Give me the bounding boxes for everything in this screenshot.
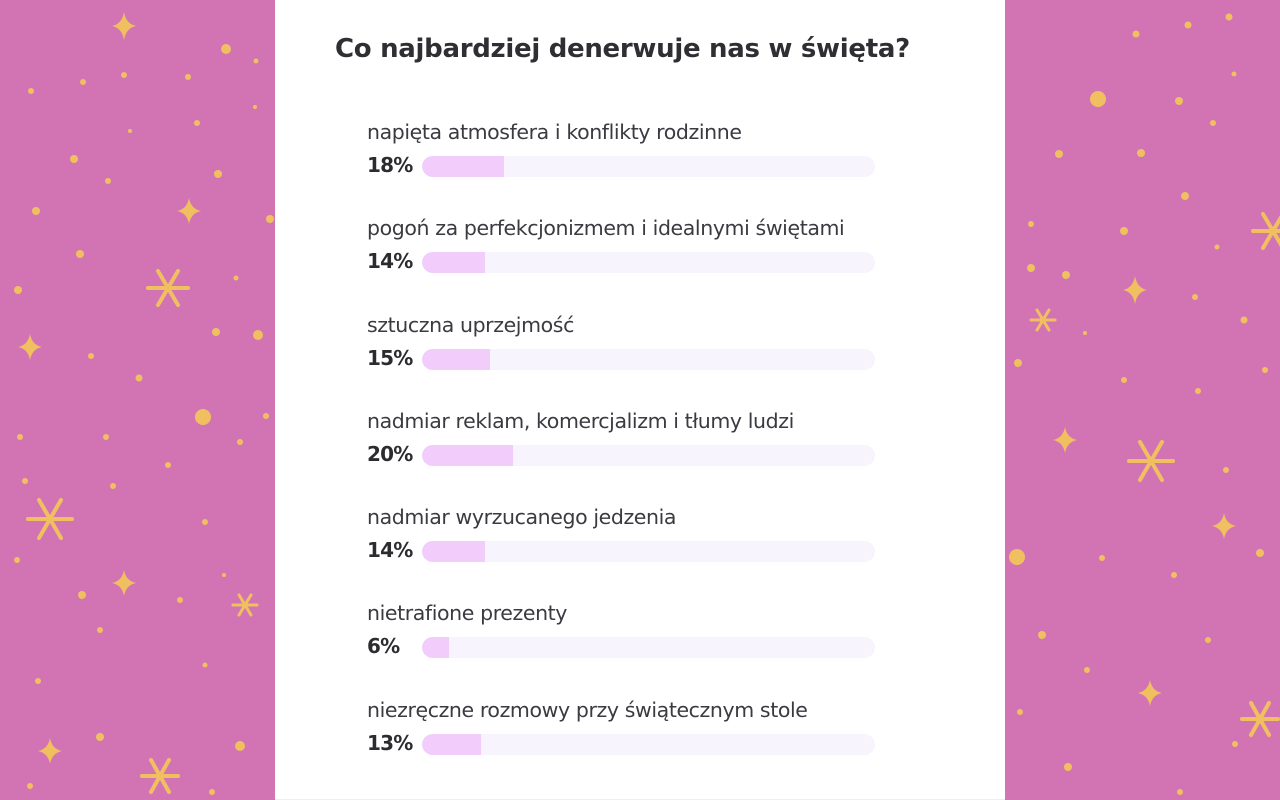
result-bar-fill xyxy=(422,637,450,659)
snowflake-star-pattern-icon xyxy=(14,12,274,795)
result-percent: 14% xyxy=(367,538,413,563)
result-label: nadmiar wyrzucanego jedzenia xyxy=(367,505,677,530)
result-percent: 18% xyxy=(367,153,413,177)
results-list: napięta atmosfera i konflikty rodzinne 1… xyxy=(367,118,887,792)
result-bar-track xyxy=(422,156,875,177)
result-bar-fill xyxy=(422,252,486,274)
result-item: nietrafione prezenty 6% xyxy=(367,599,887,695)
result-item: nadmiar wyrzucanego jedzenia 14% xyxy=(367,503,887,599)
decorative-background-right xyxy=(1005,0,1280,800)
result-bar-fill xyxy=(422,156,504,177)
snowflake-star-pattern-icon xyxy=(1009,13,1280,795)
result-percent: 20% xyxy=(367,441,413,466)
result-label: niezręczne rozmowy przy świątecznym stol… xyxy=(367,697,808,722)
result-label: sztuczna uprzejmość xyxy=(367,312,574,337)
decorative-background-left xyxy=(0,0,275,800)
result-bar-track xyxy=(422,444,875,466)
result-bar-track xyxy=(422,733,875,755)
result-item: nadmiar reklam, komercjalizm i tłumy lud… xyxy=(367,407,887,503)
result-item: niezręczne rozmowy przy świątecznym stol… xyxy=(367,696,887,792)
result-item: pogoń za perfekcjonizmem i idealnymi świ… xyxy=(367,214,887,310)
result-percent: 14% xyxy=(367,249,413,274)
result-percent: 6% xyxy=(367,634,400,659)
result-label: nietrafione prezenty xyxy=(367,601,568,626)
result-bar-track xyxy=(422,637,875,659)
result-bar-fill xyxy=(422,541,486,563)
result-percent: 13% xyxy=(367,730,413,755)
result-item: napięta atmosfera i konflikty rodzinne 1… xyxy=(367,118,887,214)
survey-title: Co najbardziej denerwuje nas w święta? xyxy=(335,34,910,64)
result-bar-fill xyxy=(422,733,481,755)
result-bar-fill xyxy=(422,444,513,466)
result-bar-fill xyxy=(422,348,490,370)
result-item: sztuczna uprzejmość 15% xyxy=(367,311,887,407)
result-percent: 15% xyxy=(367,345,413,370)
result-bar-track xyxy=(422,348,875,370)
survey-results-panel: Co najbardziej denerwuje nas w święta? n… xyxy=(275,0,1005,800)
result-bar-track xyxy=(422,541,875,563)
result-bar-track xyxy=(422,252,875,274)
result-label: napięta atmosfera i konflikty rodzinne xyxy=(367,120,742,144)
result-label: nadmiar reklam, komercjalizm i tłumy lud… xyxy=(367,408,794,433)
result-label: pogoń za perfekcjonizmem i idealnymi świ… xyxy=(367,216,845,241)
